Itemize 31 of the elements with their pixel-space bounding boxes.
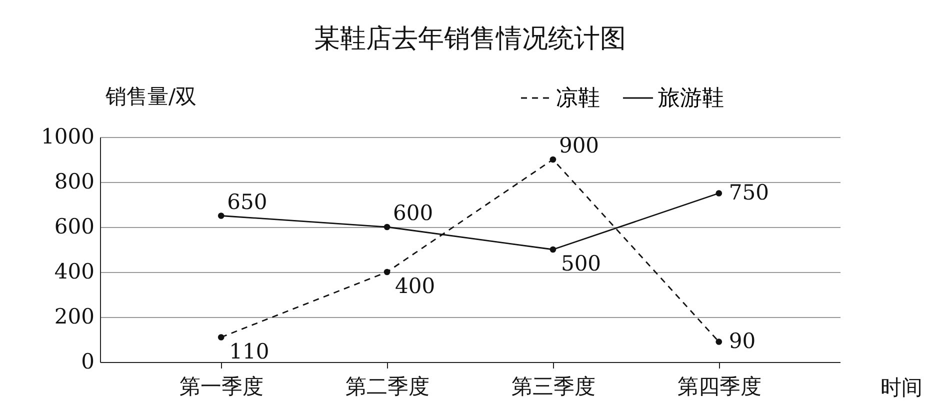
x-tick-label: 第三季度 xyxy=(511,374,596,398)
data-label: 110 xyxy=(229,339,270,364)
y-tick-label: 1000 xyxy=(41,124,94,148)
y-axis-title: 销售量/双 xyxy=(104,84,197,108)
point xyxy=(218,334,224,340)
y-tick-label: 400 xyxy=(54,260,94,284)
data-label: 750 xyxy=(728,180,769,204)
data-label: 900 xyxy=(558,134,600,158)
y-tick-label: 0 xyxy=(81,350,94,374)
data-label: 90 xyxy=(728,328,756,353)
point xyxy=(384,268,390,276)
data-label: 500 xyxy=(560,252,602,276)
x-tick-label: 第二季度 xyxy=(346,374,430,398)
data-label: 600 xyxy=(393,201,434,225)
y-tick-label: 600 xyxy=(54,214,94,238)
legend-label: 凉鞋 xyxy=(556,86,600,111)
point xyxy=(716,190,722,196)
data-label: 400 xyxy=(395,274,436,298)
y-tick-label: 200 xyxy=(54,304,94,328)
point xyxy=(384,224,390,230)
x-axis-title: 时间 xyxy=(880,376,922,400)
x-tick-label: 第一季度 xyxy=(180,374,264,398)
point xyxy=(716,338,722,345)
data-label: 650 xyxy=(227,190,268,214)
chart-title: 某鞋店去年销售情况统计图 xyxy=(314,24,626,54)
y-tick-label: 800 xyxy=(54,170,94,194)
x-tick-label: 第四季度 xyxy=(677,374,762,398)
point xyxy=(218,212,224,219)
point xyxy=(550,156,556,163)
point xyxy=(550,246,556,253)
legend-label: 旅游鞋 xyxy=(658,86,724,111)
